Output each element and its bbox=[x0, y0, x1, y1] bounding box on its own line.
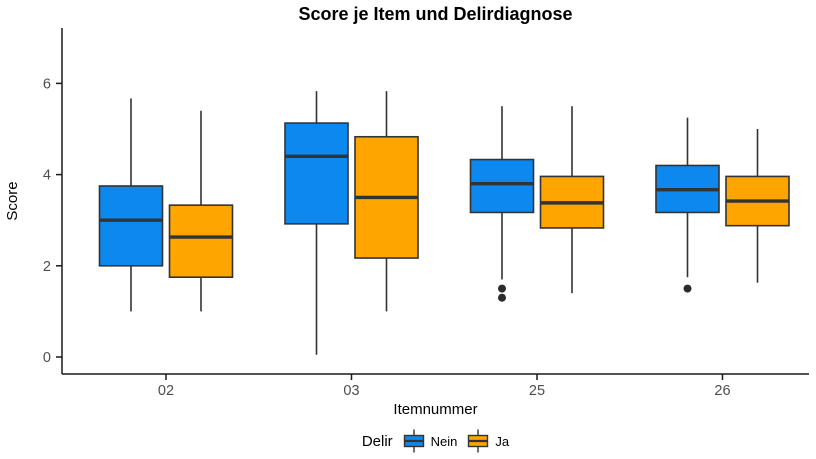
box-ja-02 bbox=[168, 110, 234, 312]
y-tick-label: 0 bbox=[43, 350, 51, 366]
iqr-box bbox=[284, 122, 349, 225]
iqr-box bbox=[98, 185, 164, 267]
x-axis-title: Itemnummer bbox=[393, 401, 478, 418]
x-tick-label: 02 bbox=[158, 383, 174, 399]
legend-label-ja: Ja bbox=[495, 433, 510, 449]
box-ja-03 bbox=[354, 91, 419, 312]
legend-title: Delir bbox=[361, 432, 393, 450]
chart-title: Score je Item und Delirdiagnose bbox=[298, 4, 573, 24]
outlier-dot bbox=[498, 284, 506, 293]
y-tick-label: 6 bbox=[43, 76, 51, 92]
legend-boxplot-key-icon bbox=[403, 429, 424, 453]
box-ja-26 bbox=[725, 129, 790, 283]
x-tick-label: 26 bbox=[714, 383, 730, 399]
legend: Delir Nein Ja bbox=[62, 427, 809, 455]
legend-item-nein: Nein bbox=[402, 428, 458, 454]
outlier-dot bbox=[498, 293, 506, 302]
outlier-dot bbox=[683, 284, 692, 293]
box-ja-25 bbox=[539, 106, 605, 294]
x-tick-label: 25 bbox=[529, 383, 545, 399]
legend-boxplot-key-icon bbox=[468, 429, 489, 453]
iqr-box bbox=[469, 158, 535, 214]
legend-item-ja: Ja bbox=[466, 428, 509, 454]
iqr-box bbox=[168, 204, 234, 278]
box-nein-03 bbox=[284, 91, 349, 355]
box-nein-25 bbox=[469, 106, 535, 302]
y-tick-label: 2 bbox=[43, 259, 51, 275]
box-nein-02 bbox=[98, 98, 164, 312]
legend-label-nein: Nein bbox=[430, 433, 458, 449]
box-nein-26 bbox=[655, 117, 720, 293]
x-tick-label: 03 bbox=[343, 383, 359, 399]
y-tick-label: 4 bbox=[43, 168, 51, 184]
